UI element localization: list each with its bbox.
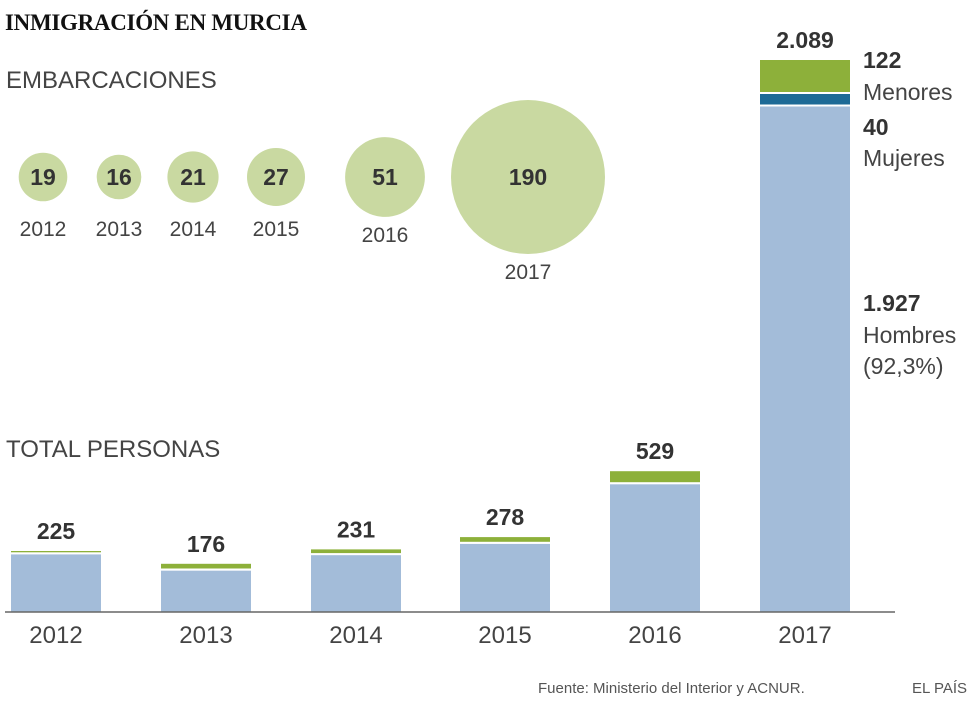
bar-year-label-2012: 2012 xyxy=(29,622,82,649)
boat-bubble-year-2015: 2015 xyxy=(253,218,300,241)
bar-segment-2012-hombres xyxy=(11,554,101,612)
boat-bubble-value-2015: 27 xyxy=(263,164,289,190)
boat-bubble-2012 xyxy=(18,152,68,202)
boat-bubble-year-2017: 2017 xyxy=(505,261,552,284)
bar-segment-2014-menores xyxy=(311,549,401,554)
bar-segment-2016-menores xyxy=(610,471,700,483)
bar-segment-2017-mujeres xyxy=(760,94,850,105)
bar-segment-2013-menores xyxy=(161,563,251,569)
boats-section-label: EMBARCACIONES xyxy=(6,67,217,94)
boat-bubble-year-2013: 2013 xyxy=(96,218,143,241)
bar-separator-2017-1 xyxy=(760,104,850,107)
bar-segment-2015-hombres xyxy=(460,543,550,612)
boat-bubble-year-2016: 2016 xyxy=(362,224,409,247)
credit-logo: EL PAÍS xyxy=(912,680,967,697)
chart-title: INMIGRACIÓN EN MURCIA xyxy=(5,9,307,35)
bar-segment-2013-hombres xyxy=(161,570,251,612)
bar-year-label-2016: 2016 xyxy=(628,622,681,649)
bar-total-label-2014: 231 xyxy=(337,516,376,542)
boat-bubble-value-2012: 19 xyxy=(30,164,56,190)
boat-bubble-2014 xyxy=(167,151,219,203)
boat-bubble-year-2014: 2014 xyxy=(170,218,217,241)
bar-segment-2017-menores xyxy=(760,60,850,92)
bar-total-label-2012: 225 xyxy=(37,518,76,544)
bar-total-label-2017: 2.089 xyxy=(776,27,834,53)
annotation-hombres-note: (92,3%) xyxy=(863,353,944,379)
boats-bubbles: 19 2012 16 2013 21 2014 27 2015 51 2016 190 2017 xyxy=(18,100,605,284)
annotation-menores-label: Menores xyxy=(863,79,952,105)
boat-bubble-value-2013: 16 xyxy=(106,164,132,190)
bar-segment-2015-menores xyxy=(460,537,550,542)
boat-bubble-2017 xyxy=(451,100,605,254)
annotation-menores: 122 Menores xyxy=(863,47,952,105)
boat-bubble-value-2016: 51 xyxy=(372,164,398,190)
annotation-mujeres-value: 40 xyxy=(863,114,889,140)
bar-total-label-2015: 278 xyxy=(486,504,525,530)
bar-year-label-2017: 2017 xyxy=(778,622,831,649)
annotation-hombres: 1.927 Hombres (92,3%) xyxy=(863,290,956,379)
bar-separator-2016-2 xyxy=(610,482,700,485)
bar-year-label-2015: 2015 xyxy=(478,622,531,649)
bar-segment-2016-hombres xyxy=(610,484,700,612)
bar-separator-2015-2 xyxy=(460,541,550,544)
boat-bubble-2015 xyxy=(247,148,305,206)
bar-separator-2012-2 xyxy=(11,552,101,555)
boat-bubble-value-2014: 21 xyxy=(180,164,206,190)
annotation-mujeres-label: Mujeres xyxy=(863,145,945,171)
boat-bubble-2013 xyxy=(96,154,142,200)
annotation-hombres-value: 1.927 xyxy=(863,290,921,316)
bar-separator-2017-2 xyxy=(760,92,850,94)
bar-segment-2014-hombres xyxy=(311,555,401,612)
people-bars: 225 2012 176 2013 231 2014 278 2015 529 2016 2.089… xyxy=(11,27,850,649)
bar-separator-2014-2 xyxy=(311,553,401,556)
bar-segment-2012-menores xyxy=(11,551,101,553)
bar-year-label-2014: 2014 xyxy=(329,622,382,649)
people-section-label: TOTAL PERSONAS xyxy=(6,436,220,463)
bar-total-label-2016: 529 xyxy=(636,438,674,464)
boat-bubble-value-2017: 190 xyxy=(509,164,547,190)
bar-separator-2013-2 xyxy=(161,568,251,571)
annotation-mujeres: 40 Mujeres xyxy=(863,114,945,171)
bar-year-label-2013: 2013 xyxy=(179,622,232,649)
source-note: Fuente: Ministerio del Interior y ACNUR. xyxy=(538,680,805,697)
boat-bubble-2016 xyxy=(345,137,425,217)
annotation-menores-value: 122 xyxy=(863,47,901,73)
bar-total-label-2013: 176 xyxy=(187,531,225,557)
boat-bubble-year-2012: 2012 xyxy=(20,218,67,241)
annotation-hombres-label: Hombres xyxy=(863,322,956,348)
bar-segment-2017-hombres xyxy=(760,106,850,612)
